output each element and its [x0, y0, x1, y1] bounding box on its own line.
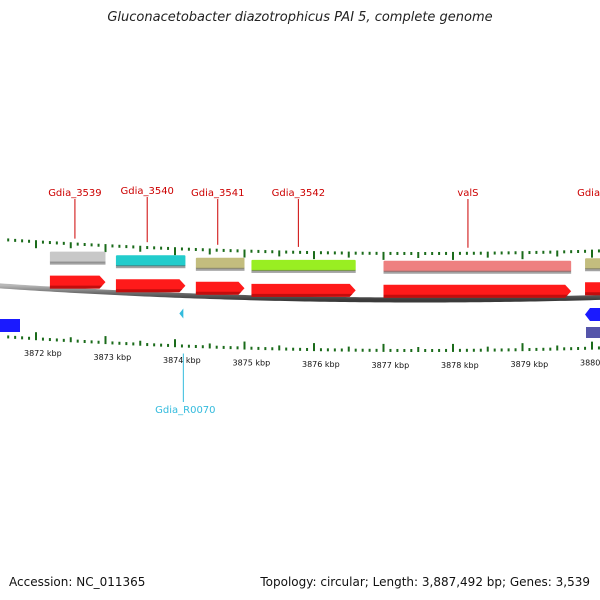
scale-tick-label: 3877 kbp [372, 361, 410, 370]
gene-label[interactable]: Gdia_3542 [272, 188, 325, 199]
accession-text: Accession: NC_011365 [9, 575, 146, 589]
rna-feature-label[interactable]: Gdia_R0070 [155, 405, 215, 416]
scale-tick-label: 3878 kbp [441, 361, 479, 370]
gene-cog-bar[interactable] [49, 251, 106, 263]
gene-features [49, 251, 600, 319]
gene-label[interactable]: Gdia_3540 [120, 186, 173, 197]
gene-labels: Gdia_3539 Gdia_3540 Gdia_3541 Gdia_3542 valS… [48, 186, 600, 416]
gene-cds-arrow[interactable] [251, 283, 356, 297]
scale-ticks: 3872 kbp 3873 kbp 3874 kbp 3875 kbp 3876 kbp… [7, 238, 600, 370]
backbone-group [0, 283, 600, 303]
genome-backbone [0, 283, 600, 303]
gene-cog-bar[interactable] [115, 255, 186, 267]
gene-cds-arrow[interactable] [195, 281, 245, 295]
gene-cog-bar[interactable] [383, 260, 572, 272]
gene-label[interactable]: Gdia_3544 [577, 188, 600, 199]
gene-label[interactable]: Gdia_3539 [48, 188, 101, 199]
scale-tick-label: 3879 kbp [511, 360, 549, 369]
gene-cog-bar[interactable] [585, 258, 600, 270]
gene-cog-bar[interactable] [195, 257, 245, 269]
gene-cds-arrow[interactable] [383, 284, 572, 298]
scale-tick-label: 3873 kbp [94, 353, 132, 362]
scale-tick-label: 3875 kbp [233, 359, 271, 368]
scale-tick-label: 3880 kbp [580, 359, 600, 368]
gene-cds-arrow[interactable] [585, 282, 600, 296]
gene-cds-arrow[interactable] [49, 275, 106, 289]
edge-cog-bar-right[interactable] [586, 327, 600, 338]
page-title: Gluconacetobacter diazotrophicus PAI 5, … [107, 10, 493, 25]
scale-tick-label: 3876 kbp [302, 360, 340, 369]
edge-gene-arrow-right[interactable] [585, 308, 600, 321]
edge-features [0, 308, 600, 338]
gene-cog-bar[interactable] [251, 259, 356, 271]
edge-gene-arrow-left[interactable] [0, 319, 20, 332]
gene-cds-arrow[interactable] [115, 279, 186, 293]
scale-tick-label: 3872 kbp [24, 349, 62, 358]
gene-label[interactable]: valS [457, 188, 478, 199]
rna-feature-marker[interactable] [179, 308, 184, 319]
scale-tick-label: 3874 kbp [163, 356, 201, 365]
genome-summary-text: Topology: circular; Length: 3,887,492 bp… [260, 575, 590, 589]
gene-label[interactable]: Gdia_3541 [191, 188, 244, 199]
